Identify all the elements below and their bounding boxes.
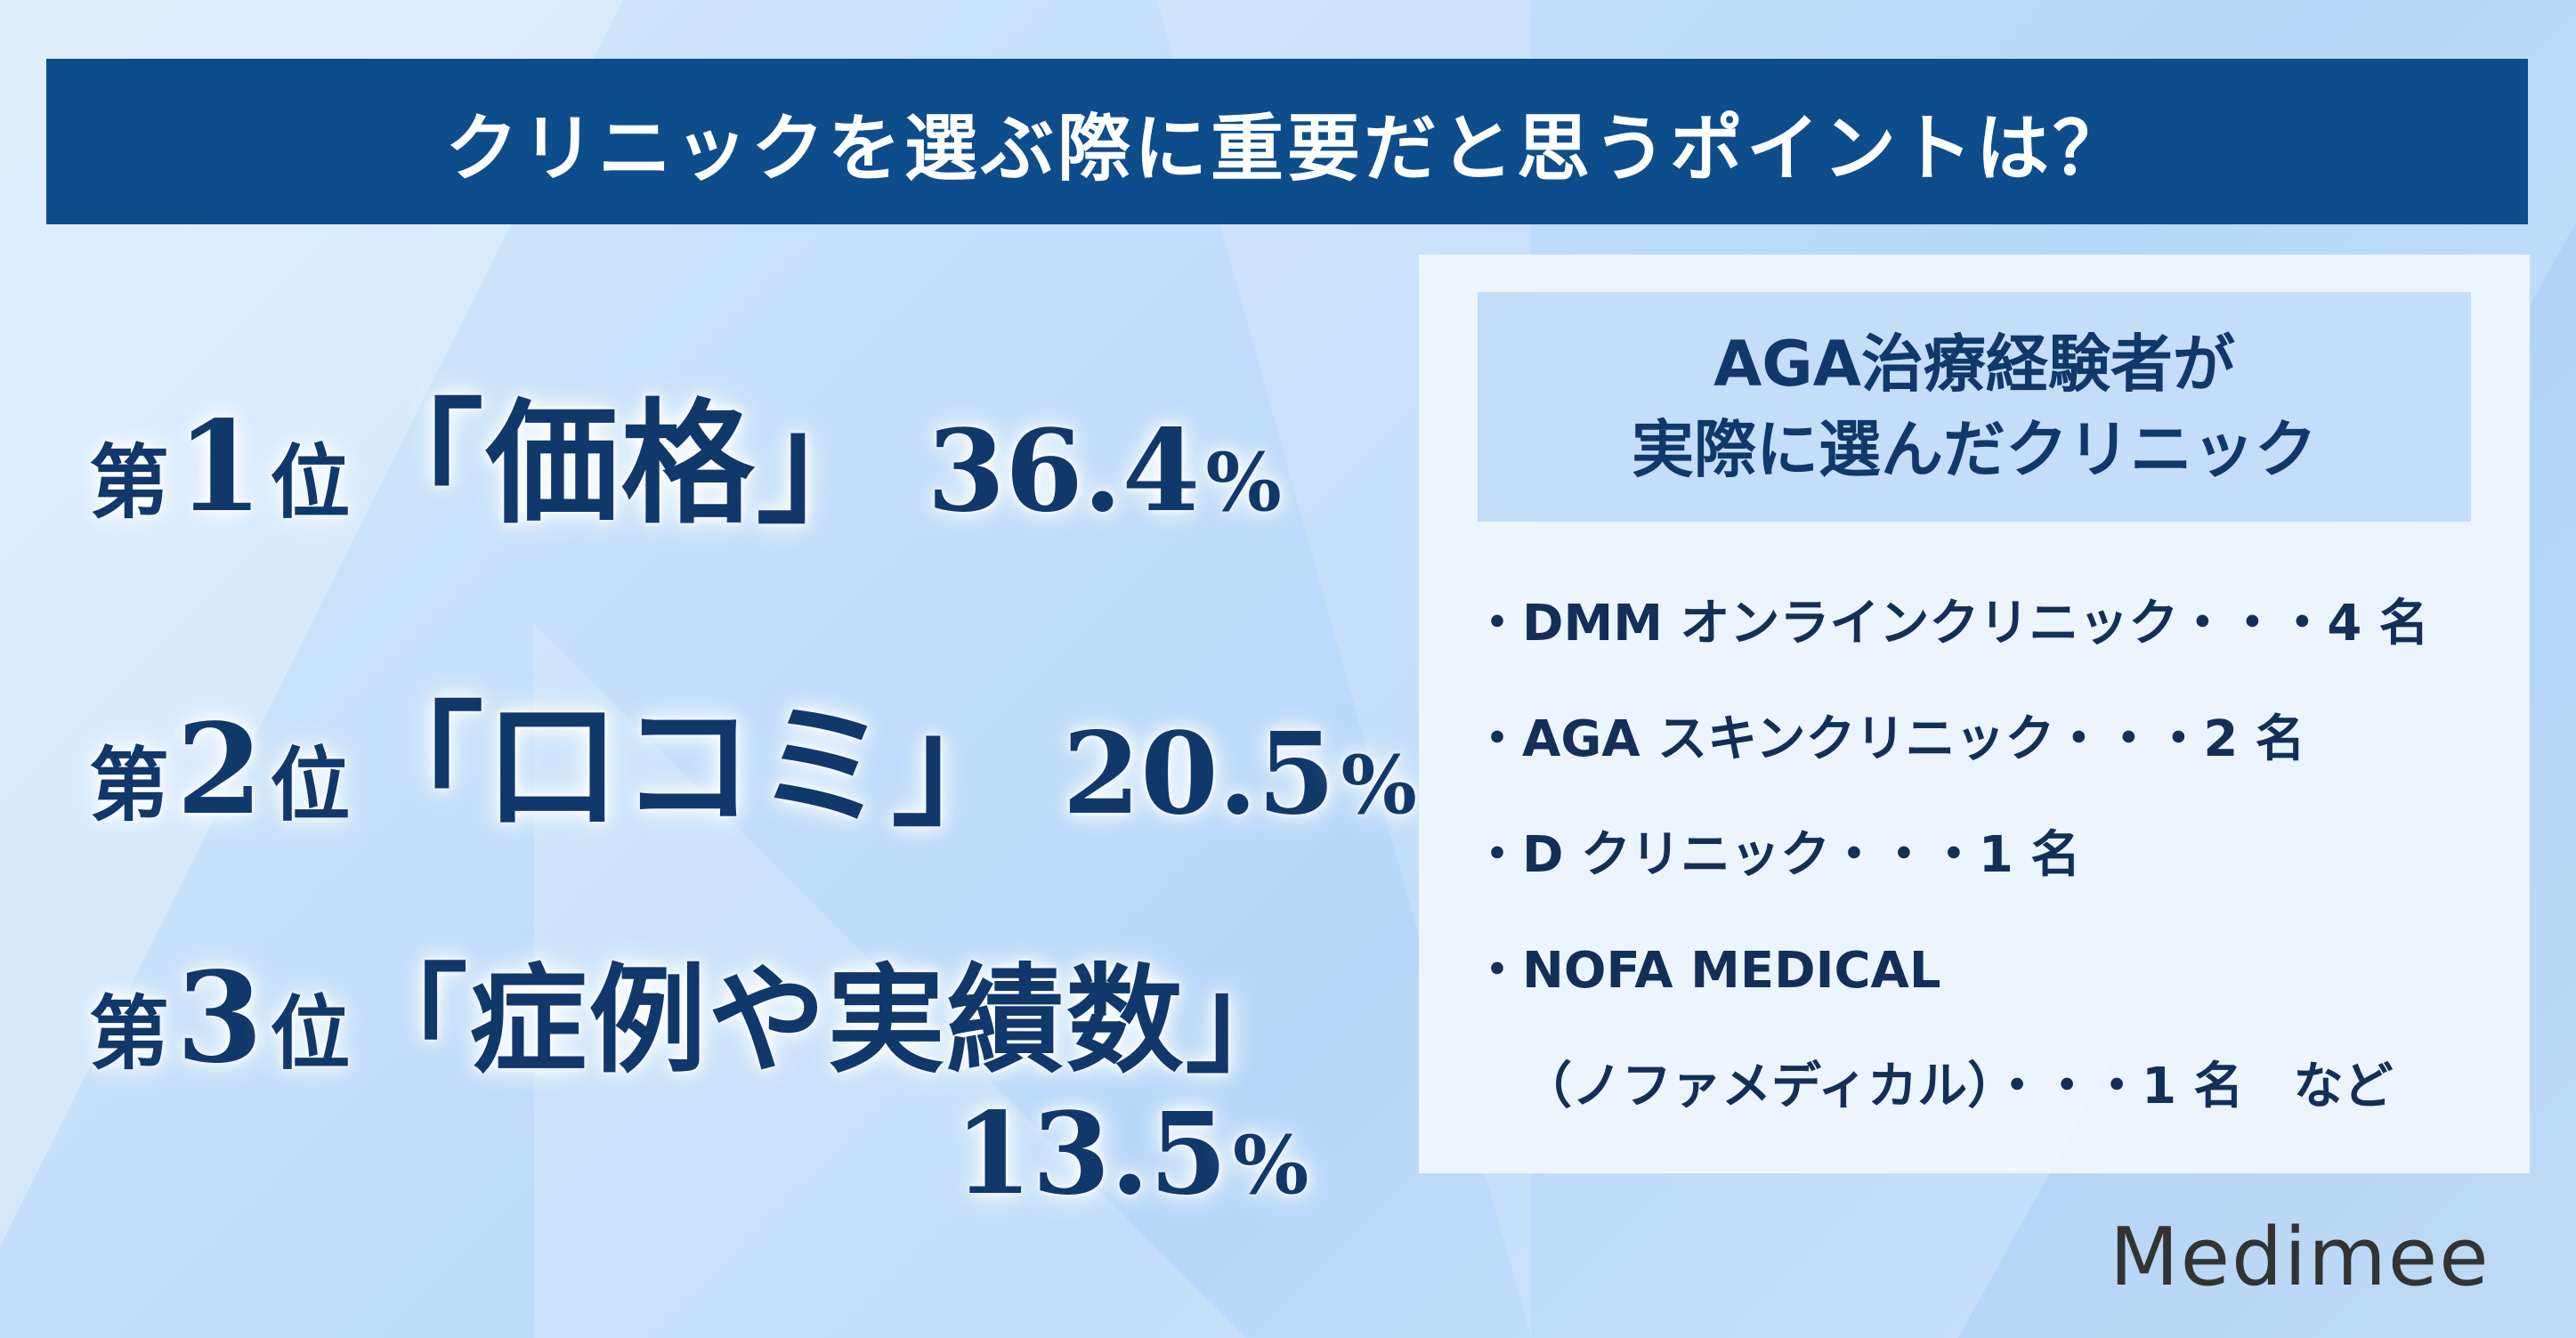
brand-logo: Medimee xyxy=(2110,1211,2491,1304)
list-item: ・NOFA MEDICAL xyxy=(1472,942,1941,1000)
panel-header-line-2: 実際に選んだクリニック xyxy=(1632,413,2317,486)
list-item: ・AGA スキンクリニック・・・2 名 xyxy=(1472,710,2305,768)
rank-number: 2 xyxy=(176,697,263,843)
rank-prefix: 第 xyxy=(89,739,169,832)
list-item: ・D クリニック・・・1 名 xyxy=(1472,826,2081,884)
rank-prefix: 第 xyxy=(89,436,169,530)
title-banner: クリニックを選ぶ際に重要だと思うポイントは？ xyxy=(46,59,2528,224)
rank-prefix: 第 xyxy=(89,987,169,1081)
panel-header-line-1: AGA治療経験者が xyxy=(1713,328,2235,401)
rank-item-2: 第 2 位 「口コミ」 20.5 % xyxy=(89,659,1417,852)
clinic-panel: AGA治療経験者が 実際に選んだクリニック ・DMM オンラインクリニック・・・… xyxy=(1419,255,2530,1173)
rank-term: 「口コミ」 xyxy=(350,690,1027,845)
rank-percent: 36.4 xyxy=(927,405,1201,537)
rank-percent-unit: % xyxy=(1232,1118,1309,1212)
rank-suffix: 位 xyxy=(270,987,351,1081)
rank-suffix: 位 xyxy=(270,739,351,832)
list-item: （ノファメディカル）・・・1 名 など xyxy=(1522,1058,2394,1115)
rank-percent: 13.5 xyxy=(954,1088,1227,1220)
page-title: クリニックを選ぶ際に重要だと思うポイントは？ xyxy=(444,106,2129,191)
rank-item-3: 第 3 位 「症例や実績数」 xyxy=(89,926,1304,1096)
rank-percent-unit: % xyxy=(1205,435,1282,530)
rank-term: 「症例や実績数」 xyxy=(350,953,1305,1090)
rank-term: 「価格」 xyxy=(350,387,892,542)
rank-item-1: 第 1 位 「価格」 36.4 % xyxy=(89,356,1282,549)
list-item: ・DMM オンラインクリニック・・・4 名 xyxy=(1472,595,2429,653)
rank-suffix: 位 xyxy=(270,436,351,530)
panel-header: AGA治療経験者が 実際に選んだクリニック xyxy=(1478,292,2471,522)
rank-3-percent: 13.5% xyxy=(954,1088,1308,1220)
clinic-list: ・DMM オンラインクリニック・・・4 名 ・AGA スキンクリニック・・・2 … xyxy=(1472,566,2429,1145)
rank-percent: 20.5 xyxy=(1062,708,1336,839)
rank-number: 3 xyxy=(176,945,263,1091)
rank-number: 1 xyxy=(176,394,263,540)
rank-percent-unit: % xyxy=(1341,738,1417,832)
